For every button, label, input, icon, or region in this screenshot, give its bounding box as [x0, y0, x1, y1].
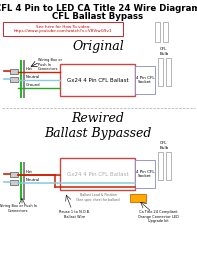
- Text: Gx24 4 Pin CFL Ballast: Gx24 4 Pin CFL Ballast: [67, 78, 128, 82]
- Bar: [23, 162, 25, 200]
- Text: Hot: Hot: [26, 67, 33, 71]
- Bar: [158, 58, 163, 86]
- Text: Neutral: Neutral: [26, 178, 40, 182]
- Text: Rewired
Ballast Bypassed: Rewired Ballast Bypassed: [44, 112, 152, 140]
- Bar: [20, 60, 22, 98]
- Bar: [163, 22, 168, 42]
- Text: Ground: Ground: [26, 83, 41, 87]
- Bar: [60, 64, 135, 96]
- Text: 4 Pin CFL
Socket: 4 Pin CFL Socket: [136, 76, 154, 84]
- Text: CFL Ballast Bypass: CFL Ballast Bypass: [52, 12, 144, 21]
- Bar: [10, 77, 18, 82]
- Bar: [166, 58, 171, 86]
- Bar: [10, 180, 18, 185]
- Text: Ballast Lead & Position
(See spec sheet for ballast): Ballast Lead & Position (See spec sheet …: [76, 193, 120, 202]
- Text: 4 Pin CFL
Socket: 4 Pin CFL Socket: [136, 170, 154, 178]
- Text: Gx24 4 Pin CFL Ballast: Gx24 4 Pin CFL Ballast: [67, 172, 128, 176]
- Text: CFL
Bulb: CFL Bulb: [159, 141, 169, 150]
- Bar: [10, 69, 18, 74]
- Text: Hot: Hot: [26, 170, 33, 174]
- Text: Wiring Box or Push In
Connectors: Wiring Box or Push In Connectors: [0, 204, 37, 212]
- Bar: [135, 66, 155, 94]
- Text: Ca Title 24 Compliant
Orange Connector LED
Upgrade kit: Ca Title 24 Compliant Orange Connector L…: [138, 210, 178, 223]
- Text: Original: Original: [72, 40, 124, 53]
- Text: See here for How To video:
https://www.youtube.com/watch?v=V8ViwG9v1: See here for How To video: https://www.y…: [14, 25, 112, 33]
- Bar: [10, 172, 18, 177]
- Bar: [155, 22, 160, 42]
- Bar: [3, 22, 123, 36]
- Text: CFL 4 Pin to LED CA Title 24 Wire Diagram: CFL 4 Pin to LED CA Title 24 Wire Diagra…: [0, 4, 197, 13]
- Bar: [130, 194, 146, 202]
- Text: CFL
Bulb: CFL Bulb: [159, 47, 169, 56]
- Bar: [23, 60, 25, 98]
- Bar: [166, 152, 171, 180]
- Bar: [158, 152, 163, 180]
- Text: Neutral: Neutral: [26, 75, 40, 79]
- Bar: [20, 162, 22, 200]
- Text: Wiring Box or
Push In
Connectors: Wiring Box or Push In Connectors: [38, 58, 62, 71]
- Bar: [60, 158, 135, 190]
- Text: Reuse 1 to N.O.B.
Ballast Wire: Reuse 1 to N.O.B. Ballast Wire: [59, 210, 91, 219]
- Bar: [135, 160, 155, 188]
